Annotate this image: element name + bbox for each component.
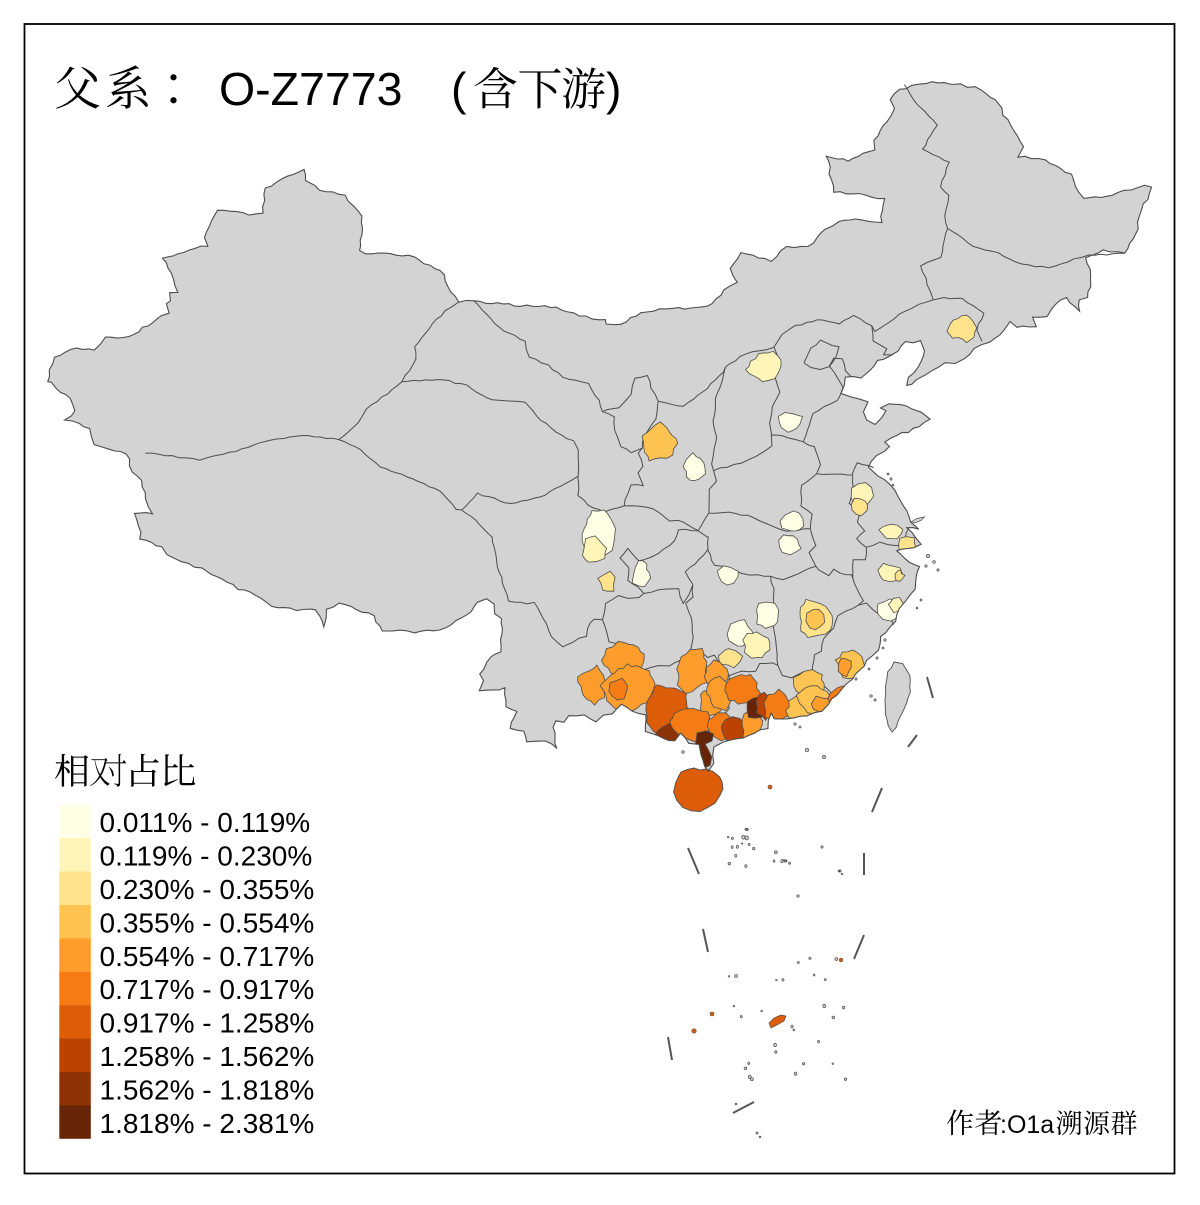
svg-text:0.355% - 0.554%: 0.355% - 0.554% [100, 907, 315, 938]
svg-text:1.258% - 1.562%: 1.258% - 1.562% [100, 1041, 315, 1072]
svg-text:): ) [606, 63, 622, 115]
svg-text:0.011% - 0.119%: 0.011% - 0.119% [100, 807, 311, 838]
svg-text:1.818% - 2.381%: 1.818% - 2.381% [100, 1108, 315, 1139]
svg-text:0.917% - 1.258%: 0.917% - 1.258% [100, 1008, 315, 1039]
svg-text:(: ( [451, 63, 467, 115]
svg-text:1.562% - 1.818%: 1.562% - 1.818% [100, 1074, 315, 1105]
svg-text:O-Z7773: O-Z7773 [219, 63, 403, 115]
svg-text:0.717% - 0.917%: 0.717% - 0.917% [100, 974, 315, 1005]
svg-text:0.230% - 0.355%: 0.230% - 0.355% [100, 874, 315, 905]
svg-text:0.119% - 0.230%: 0.119% - 0.230% [100, 841, 313, 872]
svg-text::O1a: :O1a [1000, 1111, 1054, 1139]
svg-text:0.554% - 0.717%: 0.554% - 0.717% [100, 941, 315, 972]
